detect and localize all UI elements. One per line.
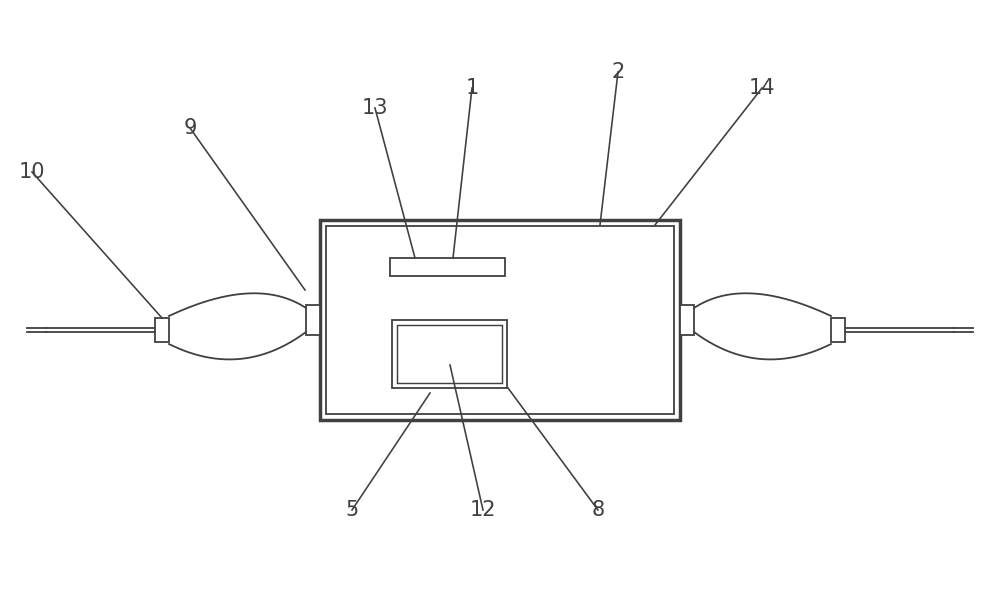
Text: 5: 5	[345, 500, 359, 520]
Text: 14: 14	[749, 78, 775, 98]
Text: 1: 1	[465, 78, 479, 98]
Bar	[390, 258, 505, 276]
Bar	[326, 226, 674, 414]
Text: 13: 13	[362, 98, 388, 118]
Bar	[831, 318, 845, 342]
Text: 10: 10	[19, 162, 45, 182]
Text: 12: 12	[470, 500, 496, 520]
Bar	[397, 325, 502, 383]
Bar	[392, 320, 507, 388]
Text: 8: 8	[591, 500, 605, 520]
Text: 2: 2	[611, 62, 625, 82]
Text: 9: 9	[183, 118, 197, 138]
Bar	[306, 305, 320, 335]
Bar	[155, 318, 169, 342]
Bar	[680, 305, 694, 335]
Bar	[320, 220, 680, 420]
